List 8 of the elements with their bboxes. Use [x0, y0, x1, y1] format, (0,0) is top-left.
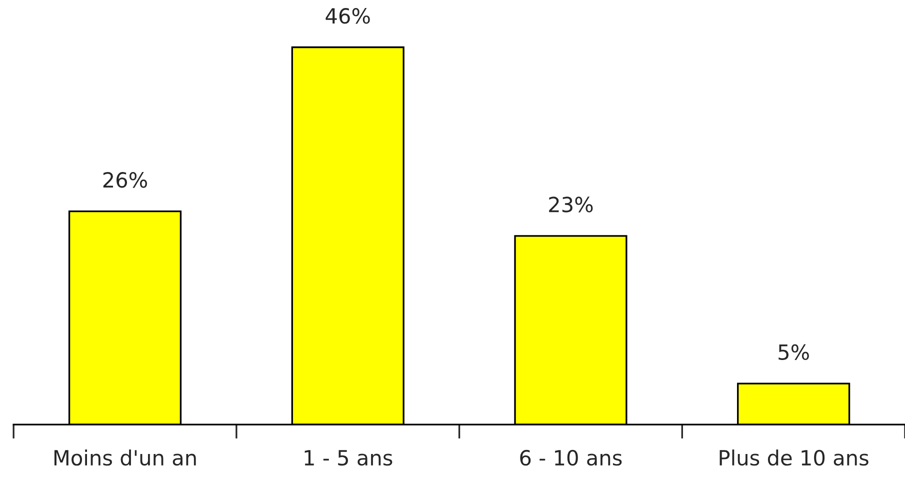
- x-tick-label: Moins d'un an: [54, 450, 196, 466]
- data-label: 23%: [549, 196, 593, 212]
- data-label: 46%: [326, 8, 370, 24]
- x-tick-label: Plus de 10 ans: [720, 450, 868, 466]
- data-label: 5%: [778, 344, 809, 360]
- data-label: 26%: [103, 172, 148, 188]
- x-tick-label: 1 - 5 ans: [304, 450, 392, 466]
- x-tick-label: 6 - 10 ans: [520, 450, 622, 466]
